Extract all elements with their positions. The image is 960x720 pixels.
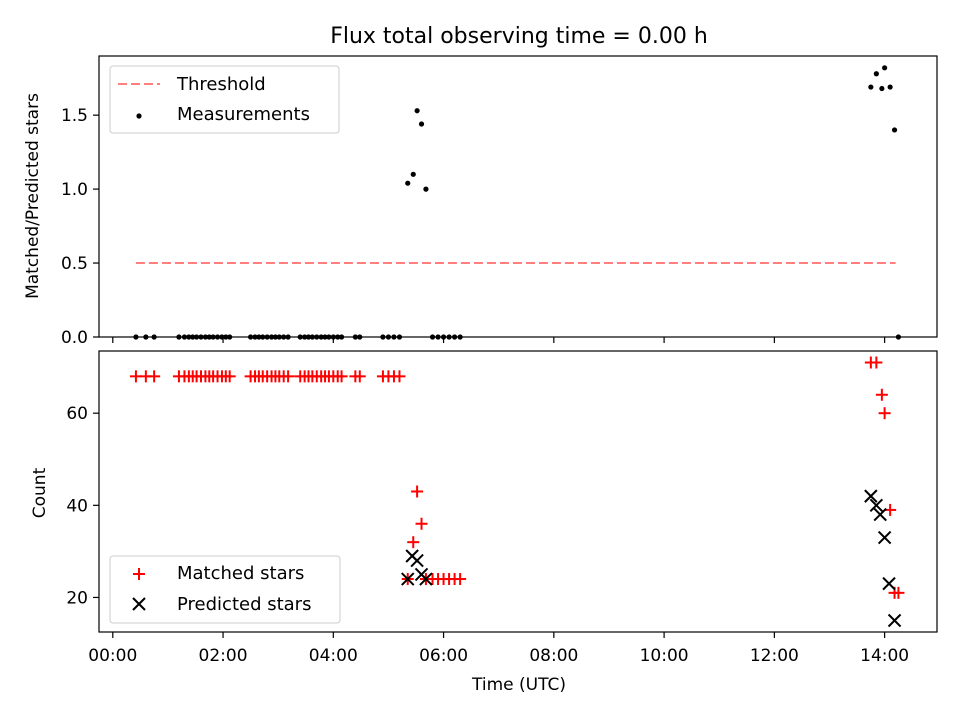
count-matched-stars-point [415, 517, 428, 530]
count-axes: 20 40 60 00:00 02:00 04:00 06:00 08:00 10:00 12:0… [66, 350, 938, 666]
chart-title: Flux total observing time = 0.00 h [330, 24, 708, 49]
count-x-tick-label: 10:00 [640, 646, 689, 666]
ratio-measurements-point [410, 171, 416, 177]
ratio-y-tick-label: 0.5 [61, 254, 88, 274]
count-y-tick-label: 40 [66, 496, 88, 516]
count-predicted-stars-point [419, 572, 433, 586]
count-predicted-stars-point [410, 553, 424, 568]
count-predicted-stars-point [873, 507, 887, 522]
ratio-measurements-point [418, 121, 425, 127]
count-predicted-stars-point [869, 498, 884, 513]
count-predicted-stars-point [887, 613, 902, 628]
ratio-y-axis-label: Matched/Predicted stars [23, 93, 43, 299]
legend-matched-swatch [133, 568, 145, 580]
ratio-legend-frame [109, 65, 340, 134]
count-predicted-stars-point [877, 530, 892, 545]
count-matched-stars-point [282, 370, 295, 383]
count-matched-stars-point [223, 370, 236, 383]
count-matched-stars-point [407, 536, 420, 549]
count-matched-stars-point [870, 356, 883, 369]
ratio-y-tick-label: 1.5 [61, 106, 88, 126]
count-predicted-stars-point [864, 489, 878, 503]
ratio-measurements-point [887, 84, 893, 90]
count-y-tick-label: 60 [66, 404, 88, 424]
count-matched-stars-point [148, 370, 161, 383]
count-panel: 20 40 60 00:00 02:00 04:00 06:00 08:00 10:00 12:0… [30, 350, 938, 695]
ratio-axes-frame [98, 55, 938, 338]
ratio-axes: 0.0 0.5 1.0 1.5 [61, 55, 938, 348]
ratio-measurements-point [868, 84, 874, 90]
legend-predicted-label: Predicted stars [177, 594, 311, 615]
ratio-measurements-point [879, 85, 885, 92]
count-predicted-stars-point [882, 576, 896, 591]
legend-matched-label: Matched stars [177, 563, 304, 584]
ratio-panel: 0.0 0.5 1.0 1.5 Matched/Predicted stars Thr… [23, 55, 938, 348]
count-legend-frame [109, 555, 341, 624]
ratio-measurements-point [873, 71, 879, 77]
count-axes-frame [98, 350, 938, 633]
ratio-legend: Threshold Measurements [109, 65, 340, 134]
ratio-measurements-point [891, 127, 898, 133]
ratio-measurements-point [414, 108, 420, 114]
count-matched-stars-point [875, 388, 888, 401]
ratio-y-tick-label: 0.0 [61, 328, 88, 348]
count-x-tick-label: 04:00 [309, 646, 358, 666]
count-matched-stars-point [454, 573, 467, 586]
count-x-tick-label: 08:00 [529, 646, 578, 666]
ratio-y-tick-label: 1.0 [61, 180, 88, 200]
count-matched-stars-point [393, 370, 406, 383]
legend-predicted-swatch [132, 597, 146, 611]
count-predicted-stars-point [401, 572, 415, 586]
count-x-tick-label: 00:00 [88, 646, 137, 666]
count-x-tick-label: 14:00 [860, 646, 909, 666]
count-legend: Matched stars Predicted stars [109, 555, 341, 624]
ratio-measurements-point [423, 186, 429, 192]
count-y-tick-label: 20 [66, 588, 88, 608]
legend-measurements-swatch [136, 113, 142, 119]
x-axis-label: Time (UTC) [471, 675, 566, 695]
count-matched-stars-point [411, 485, 424, 498]
legend-measurements-label: Measurements [177, 104, 310, 125]
count-x-tick-label: 06:00 [419, 646, 468, 666]
count-matched-stars-point [892, 586, 905, 599]
ratio-measurements-point [882, 65, 888, 71]
count-matched-stars-point [353, 370, 366, 383]
count-x-tick-label: 12:00 [750, 646, 799, 666]
count-matched-stars-point [335, 370, 348, 383]
legend-threshold-label: Threshold [176, 74, 266, 95]
count-y-axis-label: Count [30, 467, 50, 518]
count-plot-area [129, 356, 905, 628]
count-x-tick-label: 02:00 [199, 646, 248, 666]
ratio-measurements-point [405, 180, 411, 186]
count-matched-stars-point [878, 407, 891, 420]
